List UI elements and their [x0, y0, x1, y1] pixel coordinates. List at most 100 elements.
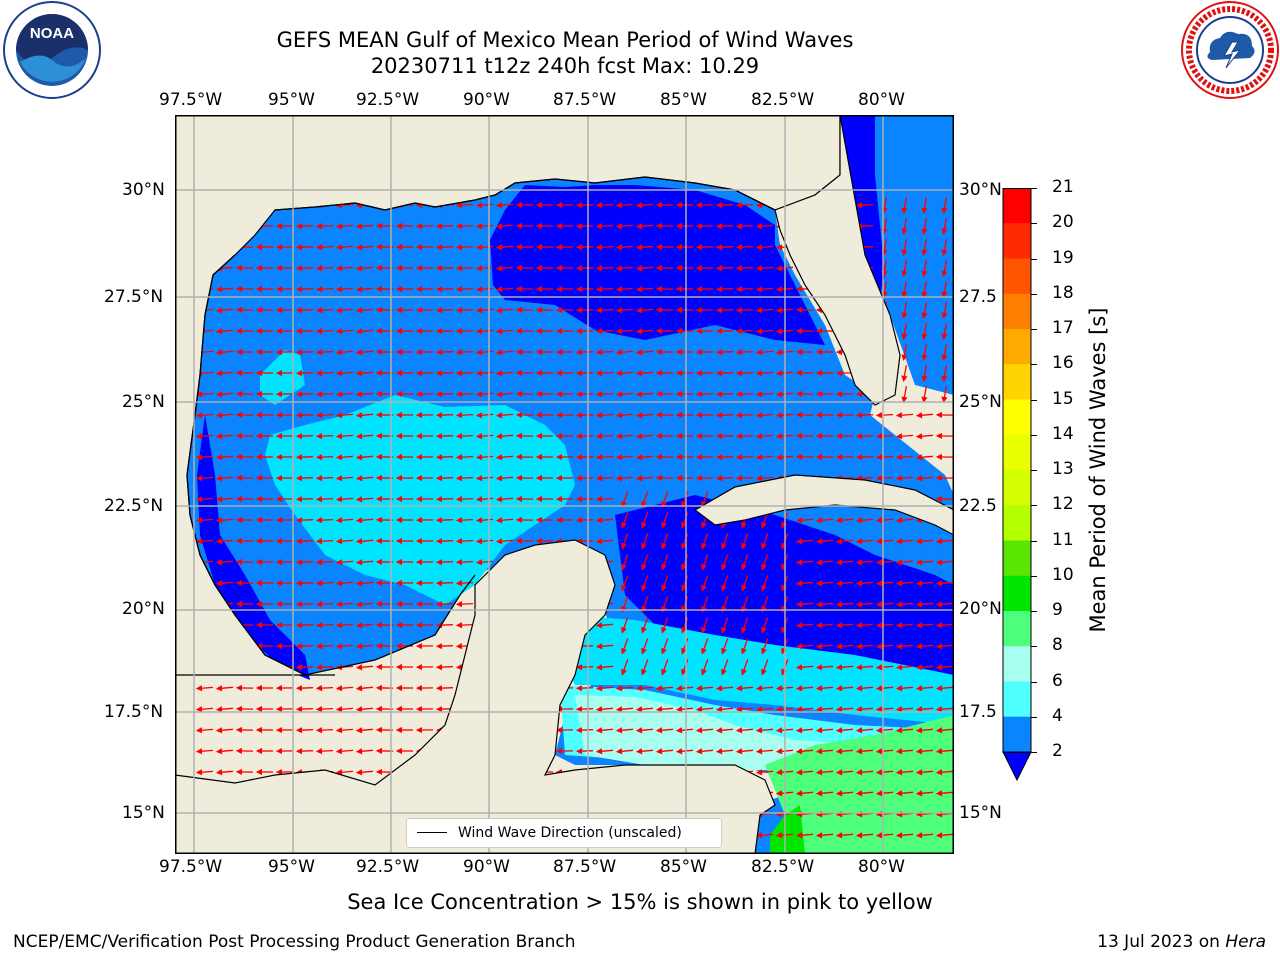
wind-wave-arrow-head: [255, 306, 262, 314]
wind-wave-arrow-head: [635, 391, 643, 398]
wind-wave-arrow-head: [215, 349, 223, 356]
wind-wave-arrow-head: [415, 537, 423, 545]
lat-label-right: 17.5: [959, 702, 997, 722]
wind-wave-arrow-head: [741, 668, 747, 676]
wind-wave-arrow-head: [395, 726, 402, 734]
wind-wave-arrow-head: [755, 223, 763, 230]
colorbar-tick-label: 9: [1052, 600, 1063, 620]
wind-wave-arrow-head: [935, 664, 943, 671]
wind-wave-arrow-head: [641, 521, 647, 529]
colorbar-tick-mark: [1031, 611, 1037, 612]
wind-wave-arrow-head: [335, 559, 343, 566]
wind-wave-arrow-head: [775, 685, 783, 692]
wind-wave-arrow-head: [395, 453, 402, 461]
wind-wave-arrow-head: [455, 601, 463, 608]
wind-wave-arrow-head: [295, 328, 303, 335]
wind-wave-arrow-head: [395, 516, 402, 524]
wind-wave-arrow-head: [335, 769, 343, 776]
wind-wave-arrow-head: [455, 643, 463, 650]
wind-wave-arrow-head: [375, 579, 383, 587]
wind-wave-arrow-head: [415, 264, 423, 272]
wind-wave-arrow-head: [395, 243, 402, 251]
wind-wave-arrow-head: [855, 790, 863, 797]
wind-wave-arrow-head: [895, 622, 903, 629]
wind-wave-arrow-head: [235, 768, 243, 776]
wind-wave-arrow-head: [761, 563, 767, 571]
wind-wave-arrow-head: [395, 747, 402, 755]
wind-wave-arrow-head: [735, 475, 743, 482]
wind-wave-arrow-head: [455, 475, 463, 482]
wind-wave-arrow-head: [735, 307, 743, 314]
wind-wave-arrow-head: [855, 685, 863, 692]
wind-wave-arrow-head: [195, 496, 203, 503]
wind-wave-arrow-head: [735, 265, 743, 272]
wind-wave-arrow-head: [395, 369, 402, 377]
wind-wave-arrow-head: [195, 538, 203, 545]
wind-wave-arrow-head: [355, 307, 363, 314]
wind-wave-arrow-head: [755, 748, 763, 755]
wind-wave-arrow-head: [455, 622, 463, 629]
wind-wave-arrow-head: [435, 454, 443, 461]
wind-wave-arrow-head: [895, 538, 903, 545]
wind-wave-arrow-head: [535, 495, 542, 503]
wind-wave-arrow-head: [335, 601, 343, 608]
wind-wave-arrow-head: [681, 584, 687, 592]
wind-wave-arrow-head: [295, 685, 303, 692]
wind-wave-arrow-head: [375, 705, 383, 713]
wind-wave-arrow-head: [315, 685, 323, 692]
wind-wave-arrow-head: [775, 286, 783, 293]
wind-wave-arrow-head: [355, 391, 363, 398]
wind-wave-arrow-head: [775, 328, 783, 335]
wind-wave-arrow-head: [735, 244, 743, 251]
wind-wave-arrow-head: [695, 285, 703, 293]
wind-wave-arrow-head: [895, 832, 903, 839]
wind-wave-arrow-head: [575, 202, 583, 209]
wind-wave-arrow-head: [315, 454, 323, 461]
wind-wave-arrow-head: [755, 412, 763, 419]
wind-wave-arrow-head: [335, 412, 343, 419]
wind-wave-arrow-head: [715, 685, 723, 692]
wind-wave-arrow-head: [595, 727, 603, 734]
wind-wave-arrow-head: [641, 647, 647, 655]
wind-wave-arrow-head: [701, 647, 707, 655]
wind-wave-arrow-head: [555, 243, 563, 251]
wind-wave-arrow-head: [855, 454, 863, 461]
wind-wave-arrow-head: [795, 411, 803, 419]
colorbar-tick-mark: [1031, 646, 1037, 648]
wind-wave-arrow-head: [875, 664, 883, 671]
wind-wave-arrow-head: [935, 474, 943, 482]
wind-wave-arrow-head: [855, 412, 863, 419]
wind-wave-arrow-head: [335, 223, 343, 230]
colorbar-tick-mark: [1031, 470, 1037, 471]
wind-wave-arrow-head: [255, 558, 262, 566]
lon-label-top: 97.5°W: [159, 90, 223, 110]
wind-wave-arrow-head: [375, 663, 383, 671]
wind-wave-arrow-head: [795, 664, 803, 671]
wind-wave-arrow-head: [475, 328, 483, 335]
wind-wave-arrow-head: [735, 706, 743, 713]
wind-wave-arrow-head: [475, 475, 483, 482]
wind-wave-arrow-head: [495, 244, 503, 251]
wind-wave-arrow-head: [901, 354, 908, 361]
wind-wave-arrow-head: [275, 369, 283, 377]
wind-wave-arrow-head: [215, 412, 223, 419]
wind-wave-arrow-head: [641, 626, 647, 634]
wind-wave-arrow-head: [495, 223, 503, 230]
colorbar-tick-label: 11: [1052, 529, 1074, 550]
wind-wave-arrow-head: [375, 306, 383, 314]
wind-wave-arrow-head: [555, 432, 563, 440]
wind-wave-arrow-head: [735, 748, 743, 755]
wind-wave-arrow-head: [335, 286, 343, 293]
lon-label-top: 92.5°W: [356, 90, 420, 110]
wind-wave-arrow-head: [395, 495, 402, 503]
wind-wave-arrow-head: [895, 769, 903, 776]
wind-wave-arrow-head: [721, 668, 727, 676]
wind-wave-arrow-head: [655, 727, 663, 734]
wind-wave-arrow-head: [435, 370, 443, 377]
wind-wave-arrow-head: [295, 223, 303, 230]
colorbar-segment: [1003, 329, 1031, 365]
wind-wave-arrow-head: [875, 832, 883, 839]
wind-wave-arrow-head: [655, 748, 663, 755]
wind-wave-arrow-head: [555, 306, 563, 314]
wind-wave-arrow-head: [395, 222, 402, 230]
